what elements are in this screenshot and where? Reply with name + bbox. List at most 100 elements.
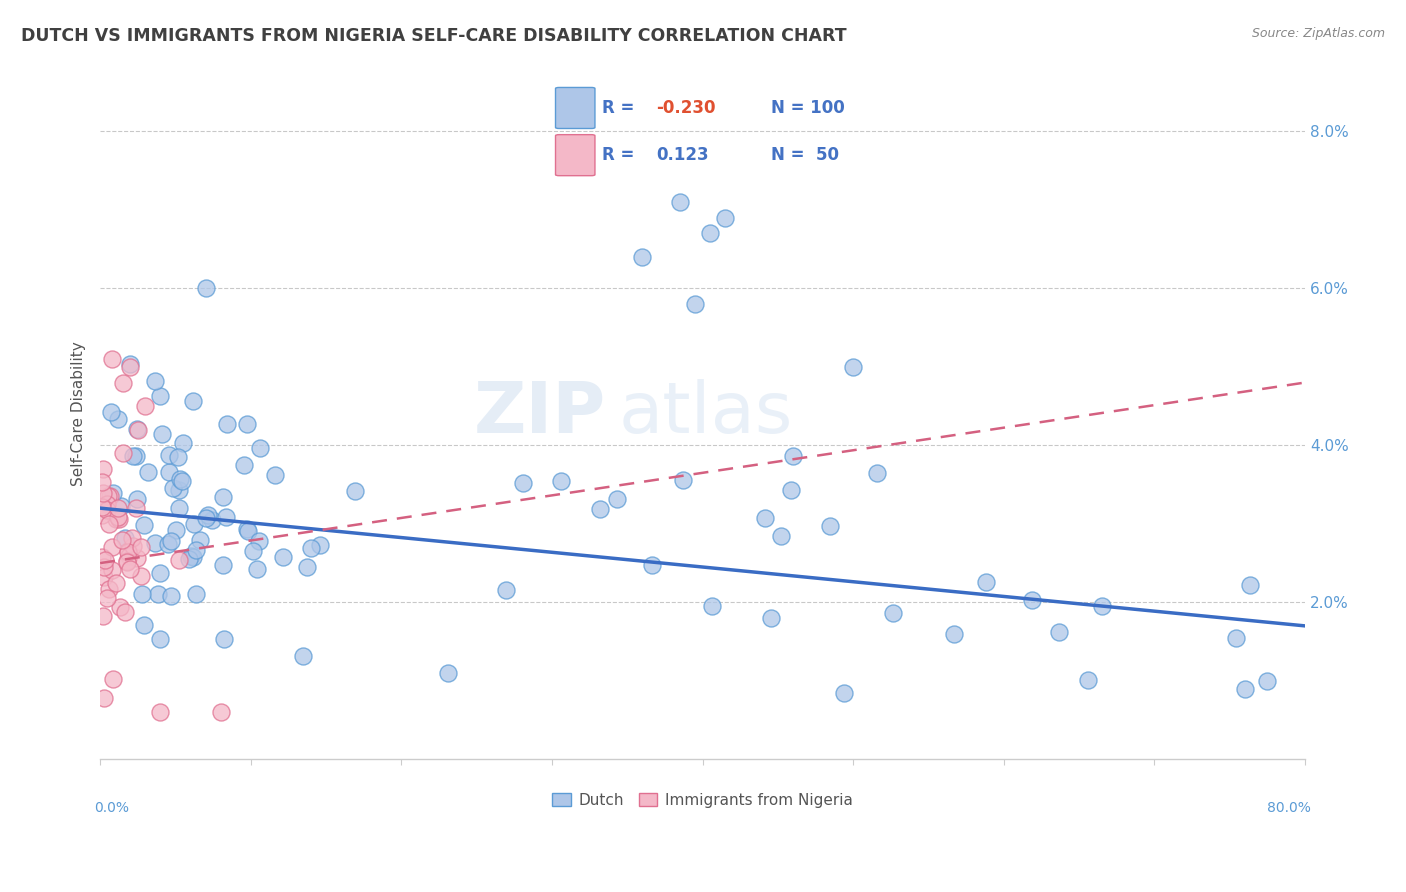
Point: [236, 417, 259, 431]
Point: [1256, 673, 1278, 688]
Text: ZIP: ZIP: [474, 379, 606, 449]
Point: [606, 491, 628, 506]
Point: [866, 466, 889, 480]
Point: [292, 648, 315, 663]
Point: [125, 500, 148, 515]
Point: [117, 545, 139, 559]
Point: [101, 351, 124, 366]
Point: [97, 582, 120, 597]
Point: [170, 475, 193, 489]
Point: [197, 508, 219, 522]
Point: [166, 450, 188, 465]
FancyBboxPatch shape: [555, 135, 595, 176]
Point: [104, 512, 127, 526]
Point: [108, 599, 131, 614]
Point: [167, 483, 190, 498]
Point: [1239, 578, 1261, 592]
Point: [93, 609, 115, 624]
Point: [820, 519, 842, 533]
Point: [779, 483, 801, 498]
Point: [157, 448, 180, 462]
Point: [143, 535, 166, 549]
Point: [186, 543, 208, 558]
Point: [98, 517, 121, 532]
Point: [1225, 631, 1247, 645]
Point: [129, 540, 152, 554]
Point: [112, 446, 135, 460]
Point: [96, 497, 118, 511]
Point: [212, 632, 235, 647]
Point: [134, 617, 156, 632]
Point: [120, 359, 142, 374]
Point: [842, 359, 865, 374]
Point: [97, 489, 120, 503]
Point: [672, 473, 695, 487]
Point: [149, 705, 172, 719]
Point: [118, 549, 141, 564]
Point: [101, 673, 124, 687]
Point: [299, 541, 322, 555]
Point: [212, 558, 235, 572]
Point: [120, 357, 142, 371]
Point: [90, 508, 112, 522]
Point: [131, 587, 153, 601]
Point: [209, 705, 232, 719]
Point: [120, 562, 142, 576]
Point: [125, 421, 148, 435]
Point: [236, 522, 259, 536]
Point: [186, 587, 208, 601]
Text: Source: ZipAtlas.com: Source: ZipAtlas.com: [1251, 27, 1385, 40]
Point: [437, 666, 460, 681]
Point: [700, 599, 723, 614]
Point: [101, 540, 124, 554]
Point: [249, 441, 271, 455]
Point: [180, 549, 202, 563]
Point: [93, 553, 115, 567]
Point: [974, 574, 997, 589]
Text: R =: R =: [602, 99, 640, 117]
Point: [121, 531, 143, 545]
Point: [215, 417, 238, 431]
Point: [162, 481, 184, 495]
Point: [96, 503, 118, 517]
Point: [111, 376, 134, 390]
Point: [1091, 599, 1114, 614]
Point: [1021, 592, 1043, 607]
FancyBboxPatch shape: [555, 87, 595, 128]
Point: [117, 544, 139, 558]
Point: [114, 606, 136, 620]
Point: [1047, 624, 1070, 639]
Point: [148, 587, 170, 601]
Point: [93, 560, 115, 574]
Point: [107, 510, 129, 524]
Point: [177, 552, 200, 566]
Point: [110, 499, 132, 513]
Point: [169, 473, 191, 487]
Point: [495, 582, 517, 597]
Point: [157, 465, 180, 479]
Point: [215, 509, 238, 524]
Text: atlas: atlas: [619, 379, 793, 449]
Point: [149, 566, 172, 580]
Point: [122, 450, 145, 464]
Point: [714, 211, 737, 225]
Point: [167, 500, 190, 515]
Y-axis label: Self-Care Disability: Self-Care Disability: [72, 342, 86, 486]
Point: [882, 606, 904, 620]
Point: [145, 374, 167, 388]
Point: [188, 533, 211, 548]
Point: [156, 537, 179, 551]
Point: [100, 404, 122, 418]
Point: [194, 510, 217, 524]
Point: [115, 555, 138, 569]
Point: [104, 576, 127, 591]
Point: [91, 485, 114, 500]
Text: 80.0%: 80.0%: [1267, 801, 1312, 814]
Point: [183, 517, 205, 532]
Text: DUTCH VS IMMIGRANTS FROM NIGERIA SELF-CARE DISABILITY CORRELATION CHART: DUTCH VS IMMIGRANTS FROM NIGERIA SELF-CA…: [21, 27, 846, 45]
Point: [100, 563, 122, 577]
Text: N =  50: N = 50: [770, 146, 838, 164]
Point: [100, 490, 122, 504]
Point: [512, 475, 534, 490]
Point: [114, 531, 136, 545]
